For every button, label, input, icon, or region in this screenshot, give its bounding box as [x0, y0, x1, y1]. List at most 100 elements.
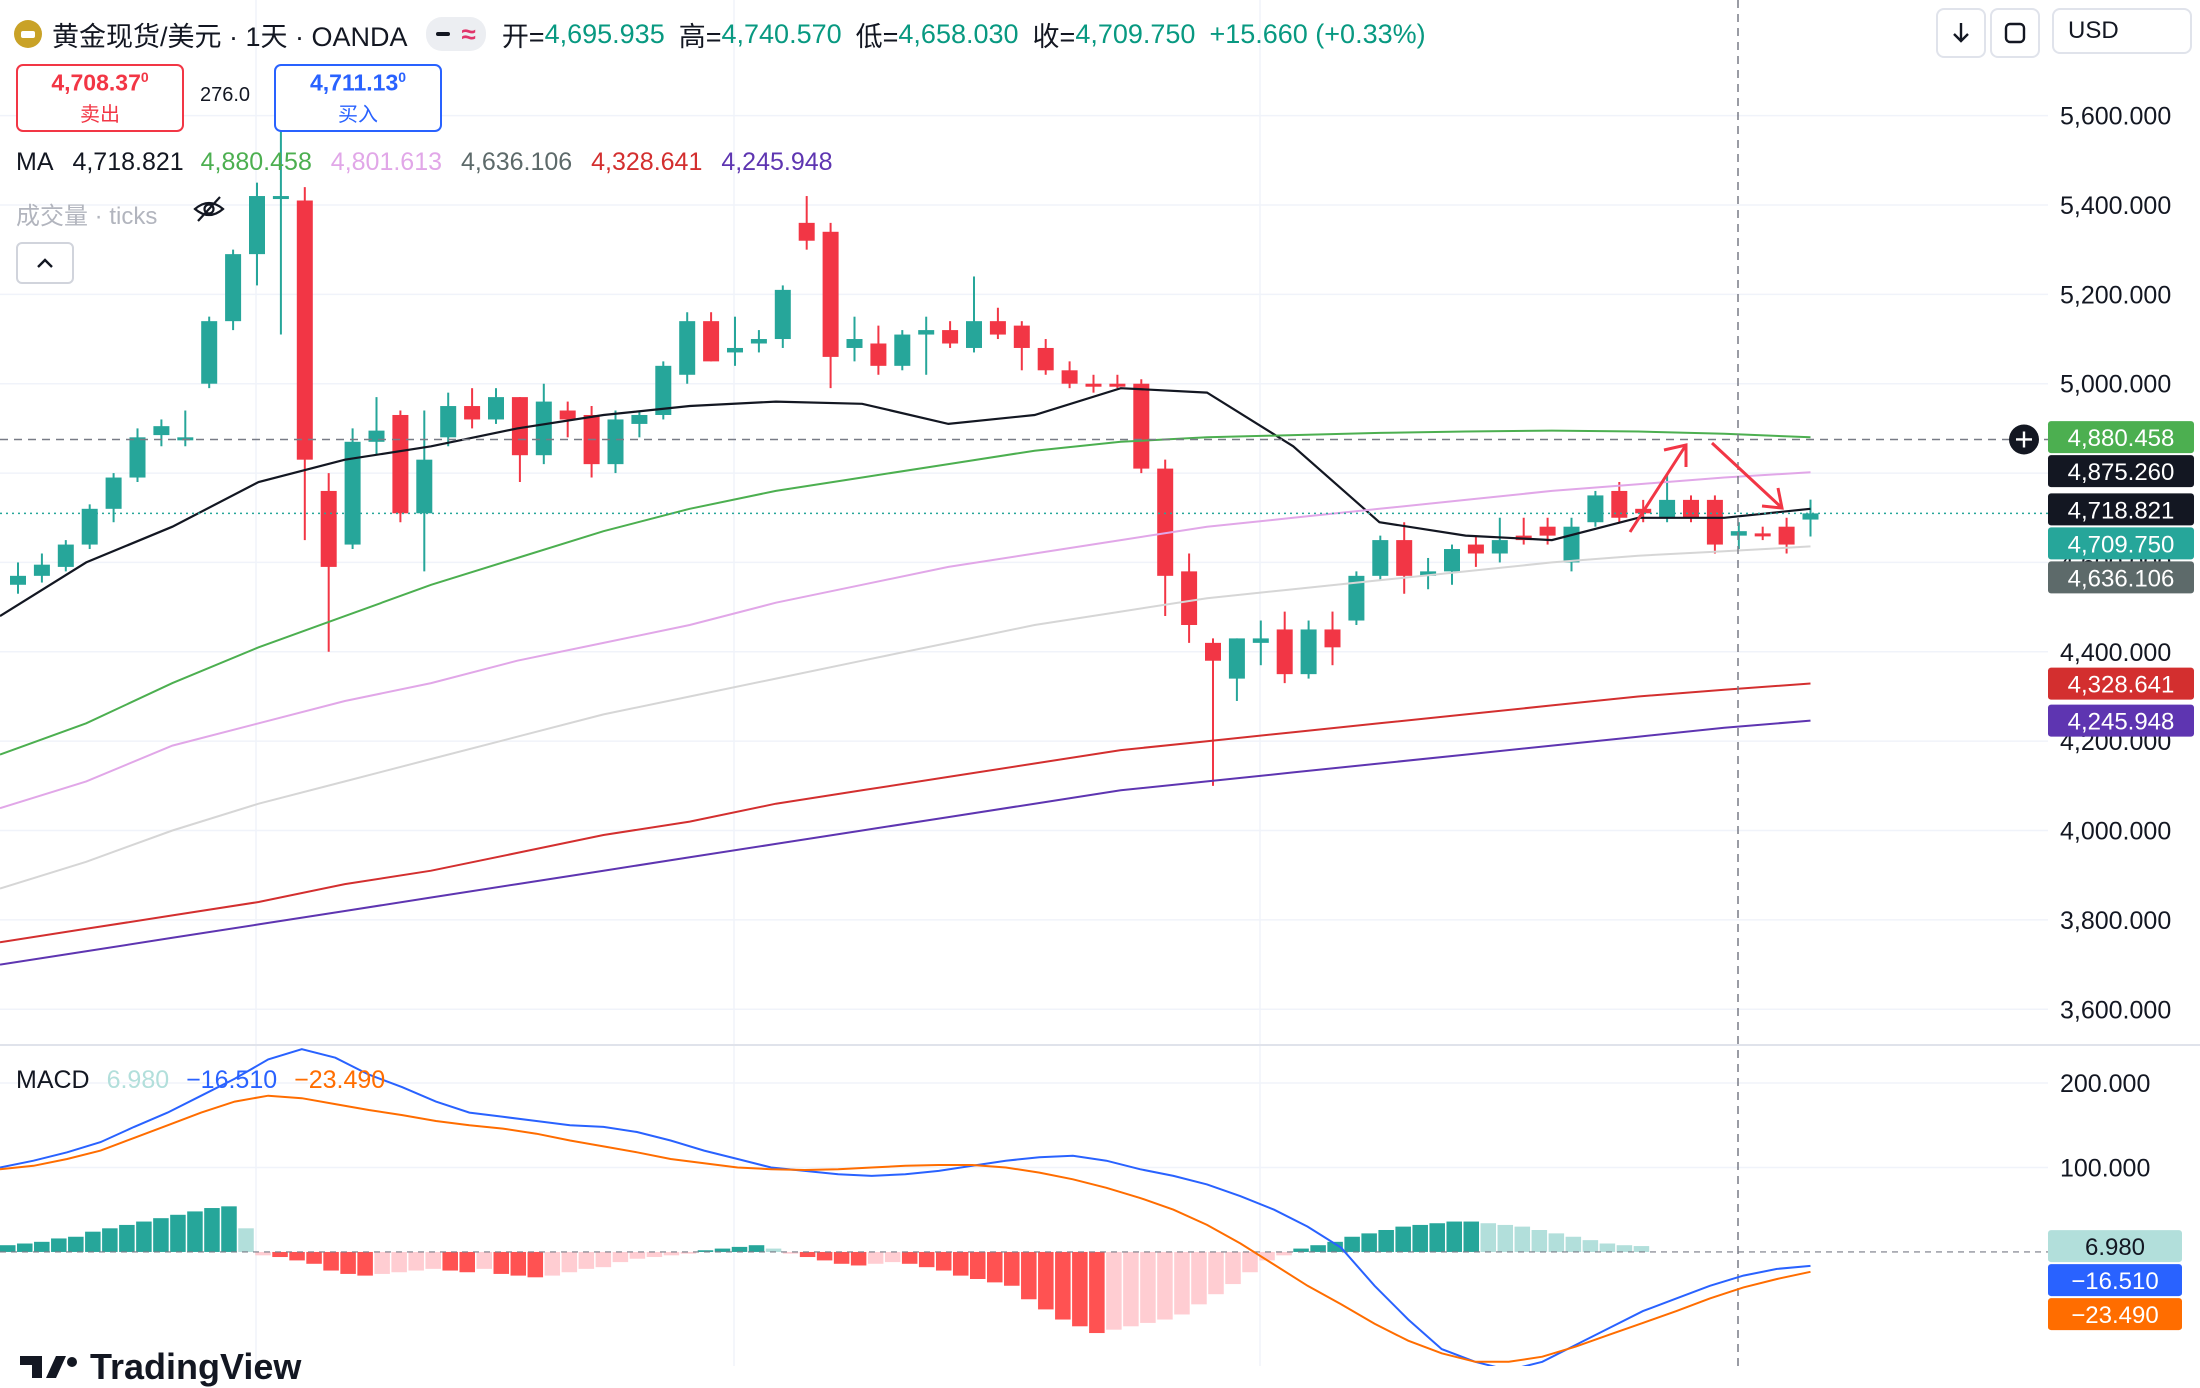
macd-histogram-bar: [867, 1251, 884, 1264]
open-label: 开=: [501, 21, 545, 52]
candle-body: [440, 406, 457, 438]
macd-histogram-bar: [153, 1218, 169, 1252]
sell-label: 卖出: [80, 104, 120, 127]
tradingview-logo: TradingView: [20, 1346, 301, 1388]
candle-body: [1252, 638, 1269, 643]
macd-histogram-bar: [663, 1251, 680, 1256]
high-label: 高=: [678, 21, 722, 52]
ma-legend-value-5: 4,328.641: [591, 148, 703, 176]
macd-line: [0, 1048, 1811, 1366]
candle-body: [1587, 495, 1604, 523]
candle-body: [822, 231, 839, 357]
buy-button[interactable]: 4,711.130 买入: [274, 64, 442, 132]
macd-histogram-bar: [0, 1245, 16, 1252]
candle-body: [464, 406, 481, 420]
ma-legend-value-1: 4,718.821: [72, 148, 184, 176]
download-button[interactable]: [1936, 8, 1986, 58]
macd-histogram-bar: [782, 1251, 799, 1254]
candle-body: [535, 401, 552, 456]
macd-y-axis-tick-label: 200.000: [2060, 1070, 2150, 1098]
candle-body: [1563, 526, 1580, 563]
macd-histogram-bar: [935, 1251, 952, 1271]
gold-symbol-icon: [14, 20, 42, 48]
close-value: 4,709.750: [1075, 18, 1196, 49]
macd-histogram-bar: [425, 1251, 441, 1269]
y-axis-tick-label: 3,600.000: [2060, 996, 2171, 1024]
macd-histogram-bar: [1446, 1221, 1462, 1252]
macd-histogram-bar: [952, 1251, 969, 1276]
macd-histogram-bar: [1174, 1251, 1190, 1315]
currency-select[interactable]: USD: [2052, 8, 2192, 54]
tradingview-icon: [20, 1356, 77, 1378]
macd-histogram-bar: [51, 1238, 67, 1252]
macd-histogram-bar: [238, 1228, 254, 1252]
macd-histogram-bar: [1004, 1251, 1020, 1286]
candle-body: [511, 397, 528, 456]
candle-body: [1324, 629, 1341, 648]
indicator-toggle-pill[interactable]: ≈: [425, 17, 486, 51]
macd-histogram-bar: [578, 1251, 595, 1269]
macd-legend[interactable]: MACD 6.980 −16.510 −23.490: [16, 1066, 395, 1095]
macd-histogram-bar: [1344, 1236, 1360, 1252]
price-axis-label: [2048, 421, 2194, 454]
low-value: 4,658.030: [898, 18, 1019, 49]
candle-body: [727, 347, 743, 353]
candle-body: [81, 508, 98, 545]
candle-body: [750, 339, 767, 344]
candle-body: [942, 330, 959, 344]
currency-value: USD: [2068, 17, 2119, 44]
fullscreen-icon: [2004, 22, 2026, 44]
macd-histogram-bar: [391, 1251, 407, 1273]
macd-legend-label: MACD: [16, 1066, 90, 1094]
collapse-legend-button[interactable]: [16, 242, 74, 284]
candle-body: [631, 414, 648, 424]
candle-body: [201, 321, 218, 384]
candle-body: [1276, 629, 1293, 675]
y-axis-tick-label: 4,400.000: [2060, 639, 2171, 667]
macd-histogram-bar: [1021, 1251, 1037, 1300]
volume-legend[interactable]: 成交量 · ticks: [16, 196, 157, 231]
candle-body: [33, 564, 50, 576]
sell-price: 4,708.370: [51, 68, 149, 96]
minus-icon: [435, 32, 450, 36]
candle-body: [966, 321, 982, 348]
fullscreen-button[interactable]: [1990, 8, 2040, 58]
macd-histogram-bar: [612, 1251, 629, 1263]
macd-axis-label: [2048, 1298, 2182, 1331]
macd-histogram-bar: [170, 1214, 186, 1252]
macd-axis-label: [2048, 1230, 2182, 1263]
macd-histogram-bar: [561, 1251, 578, 1273]
y-axis-tick-label: 5,400.000: [2060, 192, 2171, 220]
sell-button[interactable]: 4,708.370 卖出: [16, 64, 184, 132]
ma-legend[interactable]: MA 4,718.821 4,880.458 4,801.613 4,636.1…: [16, 148, 845, 177]
macd-histogram-bar: [289, 1251, 305, 1261]
price-axis-label-text: 4,875.260: [2068, 459, 2175, 486]
price-axis-label-text: 4,880.458: [2068, 425, 2175, 452]
candle-body: [1754, 533, 1771, 537]
macd-histogram-bar: [1089, 1251, 1105, 1334]
candle-body: [1491, 540, 1508, 554]
macd-histogram-bar: [1191, 1251, 1207, 1305]
macd-histogram-bar: [1225, 1251, 1241, 1285]
symbol-title[interactable]: 黄金现货/美元 · 1天 · OANDA: [52, 21, 408, 52]
macd-histogram-bar: [714, 1248, 731, 1252]
macd-histogram-bar: [340, 1251, 356, 1274]
macd-histogram-bar: [1429, 1223, 1445, 1252]
tradingview-wordmark: TradingView: [90, 1346, 302, 1387]
candle-body: [918, 330, 935, 335]
macd-histogram-bar: [1497, 1224, 1514, 1252]
macd-histogram-bar: [1038, 1251, 1054, 1310]
candle-body: [1396, 540, 1413, 576]
price-axis-label: [2048, 527, 2194, 560]
price-axis-label-text: 4,709.750: [2068, 531, 2175, 558]
candle-body: [392, 414, 409, 514]
candle-body: [1061, 370, 1078, 384]
macd-histogram-bar: [1310, 1245, 1326, 1252]
candle-body: [1730, 531, 1747, 536]
eye-hidden-icon[interactable]: [192, 194, 226, 224]
macd-histogram-bar: [374, 1251, 390, 1274]
moving-average-line-2: [0, 429, 1811, 756]
macd-histogram-bar: [459, 1251, 475, 1273]
candle-body: [129, 437, 146, 478]
